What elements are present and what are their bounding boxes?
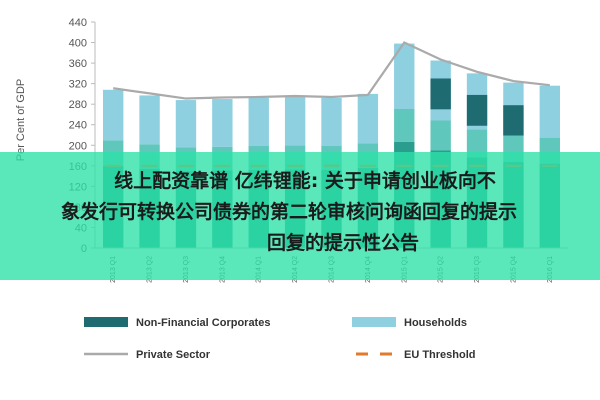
legend-label: EU Threshold: [404, 349, 476, 361]
bar-households: [212, 99, 233, 147]
bar-households: [357, 93, 379, 144]
bar-households: [284, 96, 306, 146]
bar-non-financial-corporates: [466, 94, 488, 126]
bar-segment-middle: [394, 108, 415, 142]
y-axis-title: Per Cent of GDP: [15, 79, 27, 162]
legend-label: Private Sector: [136, 349, 211, 361]
bar-households: [539, 85, 560, 138]
bar-households: [103, 89, 124, 141]
bar-households: [139, 95, 160, 145]
bar-segment-middle: [466, 129, 488, 158]
caption-text: 线上配资靠谱 亿纬锂能: 关于申请创业板向不 象发行可转换公司债券的第二轮审核问…: [0, 166, 600, 259]
y-tick-label: 360: [69, 58, 87, 70]
caption-line-3: 回复的提示性公告: [266, 232, 419, 254]
legend-label: Households: [404, 317, 467, 329]
bar-non-financial-corporates: [430, 78, 451, 110]
legend: Non-Financial Corporates Households Privat…: [84, 317, 476, 361]
y-tick-label: 400: [69, 38, 87, 50]
bar-households: [175, 100, 197, 148]
legend-swatch: [352, 317, 396, 327]
private-sector-line-layer: [113, 41, 550, 100]
y-tick-label: 240: [69, 120, 87, 132]
bar-households: [321, 98, 342, 147]
legend-swatch: [84, 317, 128, 327]
bar-households: [248, 98, 269, 147]
caption-line-2: 象发行可转换公司债券的第二轮审核问询函回复的提示: [60, 201, 517, 223]
bar-households: [394, 43, 415, 109]
bar-segment-middle: [430, 120, 451, 151]
private-sector-line: [113, 41, 550, 100]
caption-banner: [0, 152, 600, 280]
bar-non-financial-corporates: [503, 105, 524, 136]
y-tick-label: 280: [69, 99, 87, 111]
y-tick-label: 200: [69, 140, 87, 152]
caption-line-1: 线上配资靠谱 亿纬锂能: 关于申请创业板向不: [114, 170, 496, 192]
y-tick-label: 440: [69, 17, 87, 29]
y-tick-label: 320: [69, 79, 87, 91]
legend-label: Non-Financial Corporates: [136, 317, 270, 329]
